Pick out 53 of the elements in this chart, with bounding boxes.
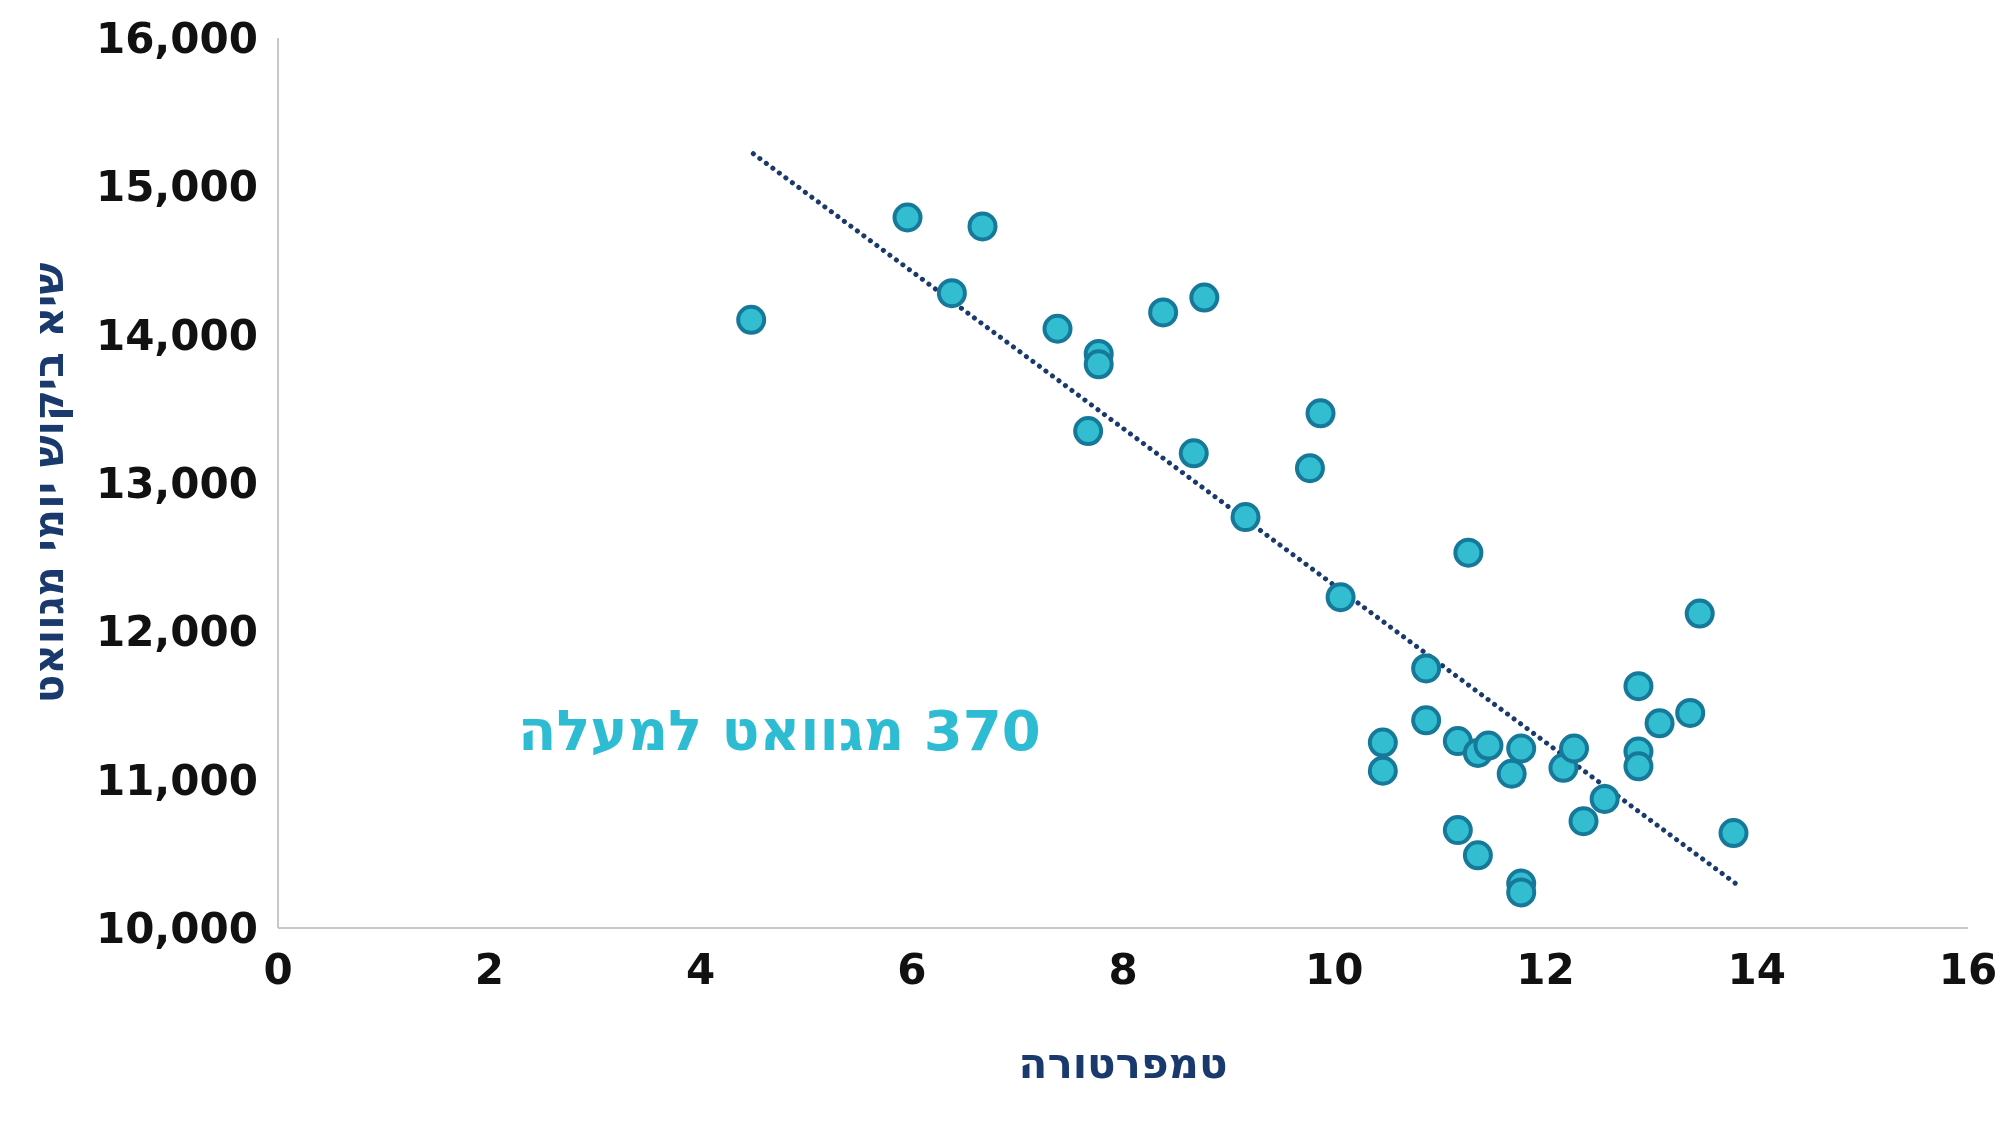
point (1506, 877, 1537, 908)
x-tick-label: 4 (685, 944, 716, 994)
point (1305, 398, 1336, 429)
point (1411, 705, 1442, 736)
point (736, 304, 767, 335)
x-tick-label: 12 (1516, 944, 1575, 994)
point (1367, 755, 1398, 786)
point (1042, 313, 1073, 344)
point (1294, 453, 1325, 484)
point (1442, 815, 1473, 846)
y-axis-title: שיא ביקוש יומי מגוואט (23, 262, 73, 704)
point (1559, 733, 1590, 764)
point (1073, 416, 1104, 447)
point (1325, 582, 1356, 613)
x-axis-title: טמפרטורה (1018, 1039, 1228, 1088)
point (892, 202, 923, 233)
point (1189, 282, 1220, 313)
point (1462, 840, 1493, 871)
point (1473, 730, 1504, 761)
y-tick-label: 13,000 (95, 458, 258, 508)
point (1367, 727, 1398, 758)
point (1148, 297, 1179, 328)
point (1568, 806, 1599, 837)
x-tick-label: 6 (897, 944, 927, 994)
point (967, 211, 998, 242)
y-tick-label: 15,000 (95, 162, 258, 212)
point (1083, 349, 1114, 380)
point (1623, 671, 1654, 702)
point (936, 278, 967, 309)
point (1644, 708, 1675, 739)
point (1496, 758, 1527, 789)
x-tick-label: 14 (1727, 944, 1786, 994)
point (1684, 598, 1715, 629)
point (1718, 818, 1749, 849)
x-tick-label: 10 (1305, 944, 1364, 994)
point (1230, 502, 1261, 533)
point (1506, 733, 1537, 764)
y-tick-label: 12,000 (95, 607, 258, 657)
y-tick-label: 11,000 (95, 755, 258, 805)
y-tick-label: 14,000 (95, 310, 258, 360)
point (1453, 537, 1484, 568)
x-tick-label: 8 (1108, 944, 1138, 994)
point (1178, 438, 1209, 469)
point (1411, 653, 1442, 684)
y-tick-label: 16,000 (95, 13, 258, 63)
point (1623, 751, 1654, 782)
y-tick-label: 10,000 (95, 903, 258, 953)
x-tick-label: 16 (1938, 944, 1998, 994)
x-tick-label: 0 (263, 944, 293, 994)
point (1589, 783, 1620, 814)
point (1675, 697, 1706, 728)
annotation: 370 מגוואט למעלה (518, 698, 1041, 763)
x-tick-label: 2 (474, 944, 504, 994)
